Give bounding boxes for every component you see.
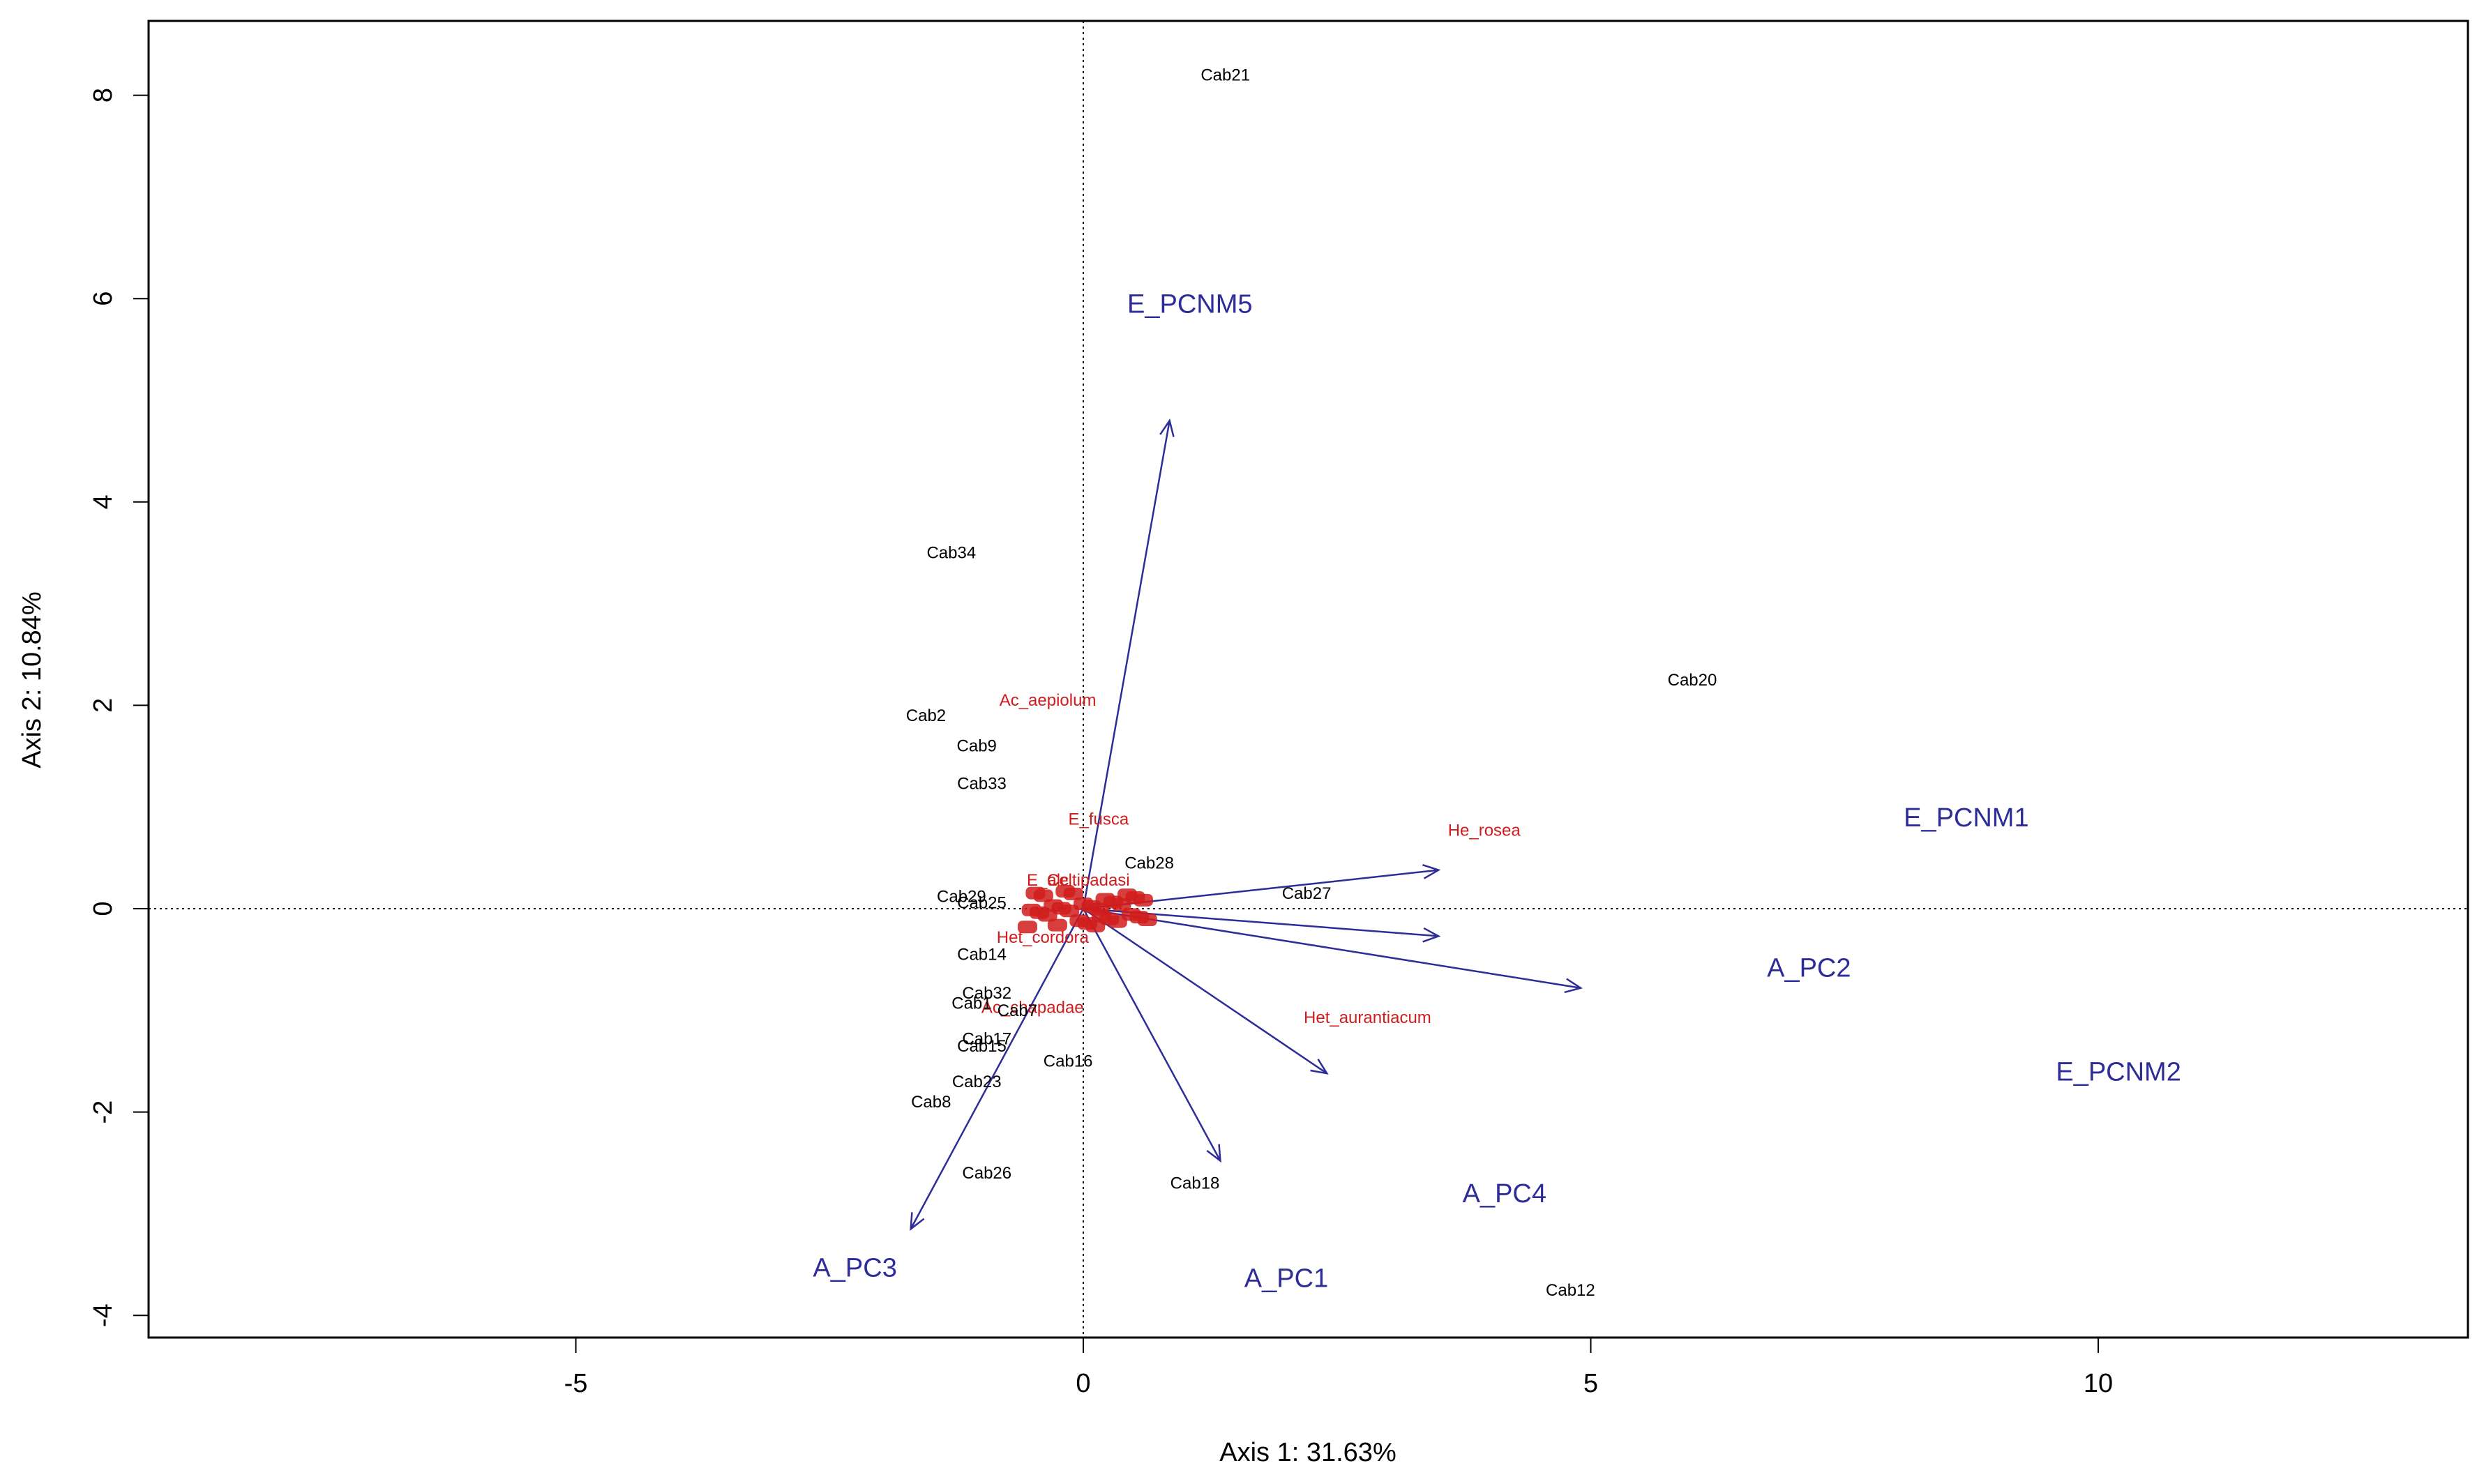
site-label: Cab32 — [962, 984, 1011, 1003]
site-label: Cab1 — [951, 994, 991, 1013]
site-label: Cab8 — [911, 1093, 951, 1112]
x-tick-label: 10 — [2084, 1369, 2113, 1398]
x-tick-label: -5 — [564, 1369, 588, 1398]
axes-layer: -5 0 5 10 -4 -2 0 2 4 6 8 — [89, 88, 2113, 1398]
site-label: Cab27 — [1282, 884, 1332, 903]
y-tick-label: 0 — [89, 901, 118, 916]
y-tick-label: -2 — [89, 1100, 118, 1124]
site-label: Cab25 — [957, 893, 1007, 912]
site-label: Cab9 — [957, 737, 997, 756]
species-cluster-mark — [1033, 889, 1053, 902]
y-axis-title: Axis 2: 10.84% — [17, 591, 47, 768]
site-label: Cab26 — [962, 1164, 1011, 1183]
species-label: E_fusca — [1068, 810, 1129, 829]
site-label: Cab29 — [937, 888, 986, 907]
vector-label: E_PCNM2 — [2056, 1057, 2181, 1086]
y-tick-label: 4 — [89, 494, 118, 509]
vector-arrow-line — [1083, 907, 1581, 989]
species-cluster-mark — [1037, 909, 1057, 922]
vector-arrow-line — [1082, 908, 1221, 1162]
site-label: Cab15 — [957, 1037, 1007, 1056]
vector-arrowhead — [1310, 1059, 1329, 1075]
species-cluster-mark — [1137, 914, 1157, 927]
species-cluster-mark — [1047, 918, 1067, 932]
site-label: Cab34 — [926, 544, 976, 563]
species-cluster-mark — [1090, 902, 1110, 916]
species-label: Ac_chapadae — [981, 998, 1084, 1017]
vector-arrow-line — [1082, 420, 1170, 909]
site-labels: Cab21 Cab34 Cab20 Cab2 Cab9 Cab33 Cab28 Cab27 Ca… — [906, 66, 1717, 1299]
vector-label: A_PC4 — [1463, 1179, 1546, 1209]
vector-arrowhead — [1159, 418, 1175, 437]
species-cluster — [1017, 885, 1157, 934]
site-label: Cab2 — [906, 706, 946, 725]
vector-arrowhead — [1422, 864, 1441, 879]
site-label: Cab20 — [1668, 671, 1717, 690]
y-tick-label: -4 — [89, 1303, 118, 1327]
site-label: Cab12 — [1546, 1281, 1595, 1300]
species-label: Het_cordora — [997, 928, 1090, 947]
vector-arrow-line — [910, 908, 1085, 1229]
y-tick-label: 8 — [89, 88, 118, 103]
site-label: Cab21 — [1200, 66, 1250, 84]
x-tick-label: 5 — [1583, 1369, 1598, 1398]
site-label: Cab28 — [1124, 854, 1174, 872]
site-label: Cab23 — [952, 1073, 1002, 1091]
reference-lines — [149, 21, 2468, 1338]
species-labels: Ac_aepiolum E_fusca He_rosea E_alcCeltipada… — [981, 691, 1521, 1027]
vector-arrowhead — [1564, 978, 1583, 994]
species-label: Het_aurantiacum — [1304, 1008, 1431, 1027]
x-axis-title: Axis 1: 31.63% — [1219, 1438, 1396, 1467]
vector-label: A_PC2 — [1767, 954, 1851, 983]
vector-arrowhead — [910, 1212, 925, 1231]
site-label: Cab7 — [997, 1001, 1037, 1020]
site-label: Cab18 — [1170, 1174, 1220, 1193]
vector-label: A_PC3 — [813, 1254, 896, 1283]
vector-label: E_PCNM5 — [1127, 289, 1253, 319]
vector-label: A_PC1 — [1244, 1264, 1328, 1293]
vector-arrowhead — [1206, 1144, 1221, 1163]
species-label: E_alc — [1027, 871, 1069, 890]
species-cluster-mark — [1107, 915, 1127, 928]
y-tick-label: 2 — [89, 698, 118, 713]
species-cluster-mark — [1017, 921, 1037, 934]
species-cluster-mark — [1111, 898, 1131, 911]
species-label: He_rosea — [1448, 821, 1521, 840]
y-tick-label: 6 — [89, 292, 118, 306]
species-label: Ac_aepiolum — [1000, 691, 1097, 710]
species-cluster-mark — [1063, 887, 1083, 900]
species-cluster-mark — [1085, 919, 1106, 932]
species-label: Celtipadasi — [1047, 871, 1130, 890]
x-tick-label: 0 — [1076, 1369, 1090, 1398]
site-label: Cab17 — [962, 1030, 1011, 1049]
vector-arrowhead — [1422, 927, 1441, 943]
vector-labels: E_PCNM5 E_PCNM1 E_PCNM2 A_PC2 A_PC4 A_PC1 A_PC… — [813, 289, 2181, 1293]
species-cluster-mark — [1060, 904, 1080, 918]
vector-label: E_PCNM1 — [1904, 803, 2029, 833]
plot-area-frame — [147, 20, 2469, 1339]
site-label: Cab16 — [1044, 1052, 1093, 1071]
vector-arrow-line — [1083, 907, 1327, 1075]
site-label: Cab14 — [957, 946, 1007, 964]
site-label: Cab33 — [957, 775, 1007, 794]
species-cluster-mark — [1133, 893, 1153, 907]
